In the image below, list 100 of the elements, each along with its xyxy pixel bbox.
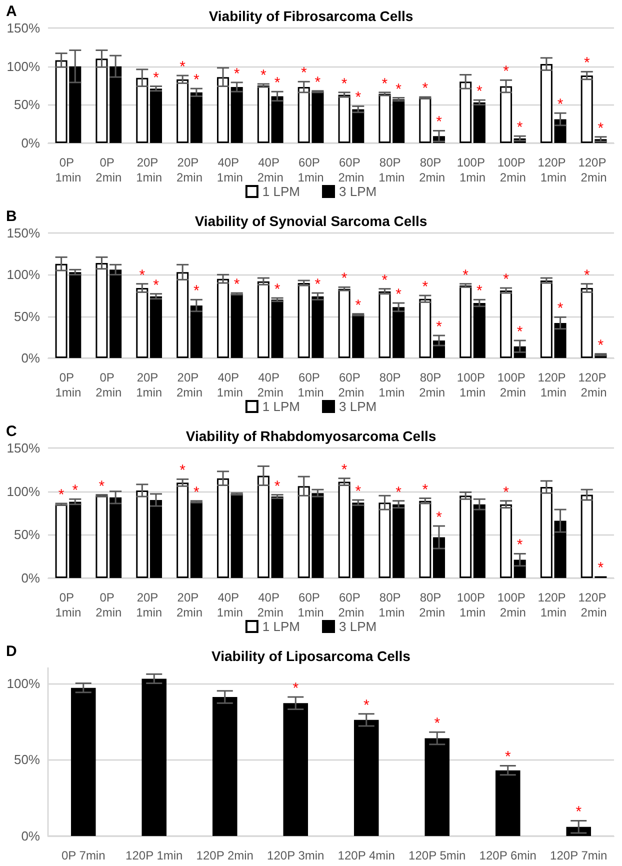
text: A <box>6 3 17 20</box>
data-label: * <box>396 80 402 98</box>
legend-label: 1 LPM <box>262 399 300 414</box>
y-tick-label: 0% <box>21 350 40 366</box>
x-tick-label: 40P 2min <box>257 590 284 620</box>
data-label: * <box>382 75 388 92</box>
data-label: * <box>434 715 440 732</box>
y-tick-label: 150% <box>6 440 40 456</box>
x-tick-label: 0P 1min <box>55 370 82 400</box>
x-tick-label: 60P 2min <box>338 590 364 620</box>
data-label: * <box>355 483 362 500</box>
data-label: * <box>300 64 307 82</box>
data-label: * <box>436 509 442 526</box>
x-tick-label: 60P 1min <box>298 590 324 620</box>
x-tick-label: 20P 2min <box>176 156 203 184</box>
x-tick-label: 80P 2min <box>419 370 446 400</box>
data-label: * <box>503 63 510 80</box>
y-tick-label: 150% <box>6 20 40 36</box>
data-label: * <box>382 272 388 289</box>
data-label: * <box>557 300 564 318</box>
x-tick-label: 40P 2min <box>257 156 284 184</box>
x-tick-label: 60P 2min <box>338 370 364 400</box>
data-label: * <box>58 486 64 504</box>
x-tick-label: 100P 1min <box>456 156 488 184</box>
legend-label: 1 LPM <box>262 184 300 199</box>
data-label: * <box>260 66 267 84</box>
data-label: * <box>576 804 582 821</box>
data-label: * <box>503 271 510 288</box>
data-label: * <box>341 461 348 478</box>
chart-title: Viability of Liposarcoma Cells <box>212 648 411 664</box>
data-label: * <box>436 318 442 336</box>
x-tick-label: 20P 2min <box>176 590 203 620</box>
y-tick-label: 100% <box>6 676 40 691</box>
data-label: * <box>476 83 482 100</box>
x-tick-label: 120P 3min <box>267 848 324 862</box>
chart-title: Viability of Rhabdomyosarcoma Cells <box>186 428 436 444</box>
data-label: * <box>598 336 604 354</box>
x-tick-label: 120P 2min <box>578 370 610 400</box>
data-label: * <box>153 276 160 294</box>
x-tick-label: 80P 2min <box>419 156 446 184</box>
x-tick-label: 120P 6min <box>479 848 536 862</box>
legend-label: 3 LPM <box>339 184 377 199</box>
y-tick-label: 150% <box>6 226 40 240</box>
x-tick-label: 100P 2min <box>497 370 529 400</box>
data-label: * <box>274 74 280 92</box>
y-tick-label: 100% <box>6 484 40 499</box>
data-label: * <box>153 69 160 86</box>
x-tick-label: 100P 2min <box>497 156 529 184</box>
x-tick-label: 0P 7min <box>61 848 106 862</box>
y-tick-label: 0% <box>21 136 40 150</box>
data-label: * <box>274 281 280 298</box>
x-tick-label: 40P 1min <box>216 370 243 400</box>
data-label: * <box>396 484 402 501</box>
data-label: * <box>584 266 590 284</box>
x-tick-label: 60P 1min <box>298 156 324 184</box>
x-tick-label: 120P 1min <box>538 590 569 620</box>
data-label: * <box>422 80 428 97</box>
legend-label: 3 LPM <box>339 399 377 414</box>
text: D <box>6 643 17 660</box>
x-tick-label: 80P 1min <box>378 156 405 184</box>
data-label: * <box>363 696 370 714</box>
data-label: * <box>504 748 511 766</box>
data-label: * <box>314 276 321 293</box>
data-label: * <box>396 286 402 303</box>
x-tick-label: 0P 2min <box>96 156 122 184</box>
x-tick-label: 80P 1min <box>378 370 405 400</box>
x-tick-label: 0P 1min <box>55 156 82 184</box>
x-tick-label: 120P 2min <box>578 156 610 184</box>
data-label: * <box>557 96 564 114</box>
y-tick-label: 0% <box>21 570 40 586</box>
x-tick-label: 0P 2min <box>96 370 122 400</box>
data-label: * <box>72 482 78 500</box>
data-label: * <box>234 276 240 293</box>
data-label: * <box>516 536 523 554</box>
y-tick-label: 50% <box>14 527 40 542</box>
x-tick-label: 120P 1min <box>538 156 569 184</box>
x-tick-label: 120P 7min <box>550 848 608 862</box>
x-tick-label: 20P 2min <box>176 370 203 400</box>
y-tick-label: 50% <box>14 308 40 324</box>
x-tick-label: 120P 1min <box>538 370 569 400</box>
y-tick-label: 0% <box>21 828 40 844</box>
data-label: * <box>341 75 348 92</box>
data-label: * <box>180 462 186 480</box>
data-label: * <box>436 114 442 131</box>
x-tick-label: 0P 2min <box>96 590 122 620</box>
y-tick-label: 100% <box>6 267 40 282</box>
data-label: * <box>180 58 186 76</box>
data-label: * <box>274 478 280 495</box>
data-label: * <box>194 484 200 501</box>
x-tick-label: 100P 1min <box>456 370 488 400</box>
x-tick-label: 120P 5min <box>408 848 466 862</box>
x-tick-label: 80P 2min <box>419 590 446 620</box>
data-label: * <box>292 680 299 698</box>
x-tick-label: 120P 2min <box>578 590 610 620</box>
data-label: * <box>462 266 469 284</box>
x-tick-label: 100P 2min <box>497 590 529 620</box>
data-label: * <box>516 119 523 136</box>
data-label: * <box>422 481 428 498</box>
y-tick-label: 50% <box>14 752 40 768</box>
x-tick-label: 40P 1min <box>216 156 243 184</box>
